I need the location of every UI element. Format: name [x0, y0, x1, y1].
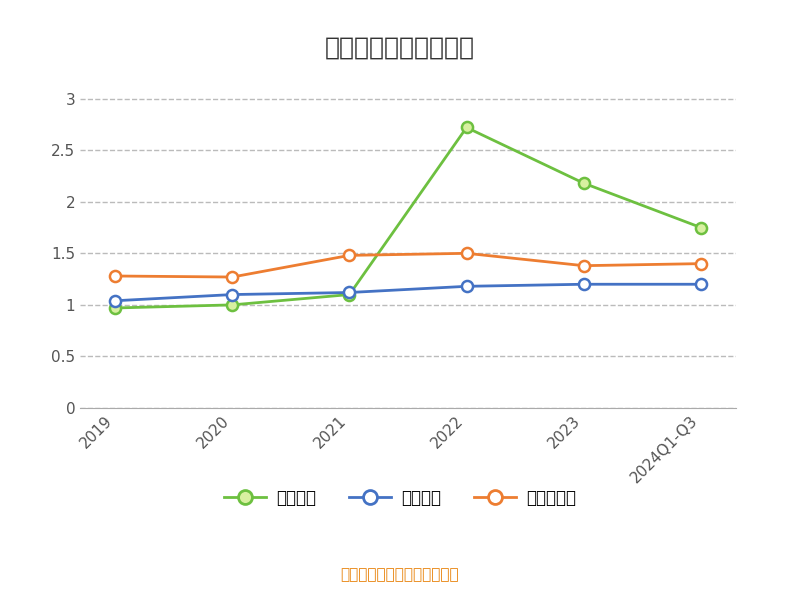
行业均值 — [462, 283, 471, 290]
速动比率 — [227, 301, 237, 308]
速动比率 — [110, 304, 120, 311]
速动比率 — [579, 179, 589, 187]
Text: 历年速动比率变化情况: 历年速动比率变化情况 — [325, 36, 475, 60]
行业均值 — [579, 281, 589, 288]
行业均值 — [696, 281, 706, 288]
Line: 速动比率: 速动比率 — [110, 122, 706, 314]
行业中位数 — [345, 252, 354, 259]
Line: 行业中位数: 行业中位数 — [110, 248, 706, 283]
Legend: 速动比率, 行业均值, 行业中位数: 速动比率, 行业均值, 行业中位数 — [218, 482, 582, 514]
速动比率 — [345, 291, 354, 298]
行业中位数 — [110, 272, 120, 280]
速动比率 — [696, 224, 706, 231]
行业中位数 — [696, 260, 706, 267]
Text: 制图数据来自恒生聚源数据库: 制图数据来自恒生聚源数据库 — [341, 567, 459, 582]
行业中位数 — [579, 262, 589, 269]
速动比率 — [462, 124, 471, 131]
行业中位数 — [462, 250, 471, 257]
Line: 行业均值: 行业均值 — [110, 278, 706, 307]
行业中位数 — [227, 274, 237, 281]
行业均值 — [345, 289, 354, 296]
行业均值 — [110, 297, 120, 304]
行业均值 — [227, 291, 237, 298]
